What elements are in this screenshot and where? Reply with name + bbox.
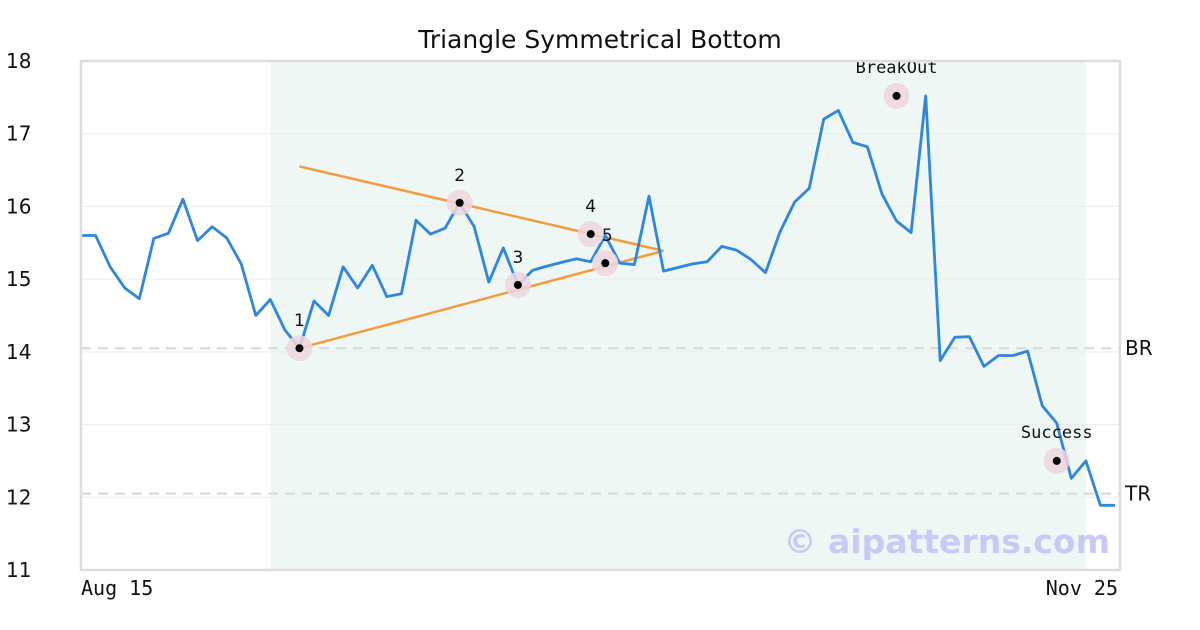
pattern-highlight-band xyxy=(270,61,1086,570)
x-tick-start: Aug 15 xyxy=(81,576,153,600)
annotation-point-label: BreakOut xyxy=(856,58,938,78)
watermark-layer: © aipatterns.com xyxy=(784,522,1110,561)
pattern-point-dot xyxy=(295,344,304,353)
y-tick-label: 15 xyxy=(6,267,31,291)
highlight-band xyxy=(270,61,1086,570)
x-tick-end: Nov 25 xyxy=(1046,576,1118,600)
plot-border xyxy=(79,59,1122,572)
y-tick-label: 12 xyxy=(6,485,31,509)
y-tick-label: 11 xyxy=(6,558,31,582)
pattern-point-dot xyxy=(455,198,464,207)
annotation-point-dot xyxy=(1052,456,1061,465)
annotation-point-label: Success xyxy=(1021,423,1093,443)
series xyxy=(81,94,1115,507)
annotation-point-dot xyxy=(892,91,901,100)
pattern-point-dot xyxy=(601,259,610,268)
pattern-point-label: 1 xyxy=(294,311,305,331)
price-line xyxy=(81,94,1115,507)
pattern-point-label: 3 xyxy=(512,248,523,268)
plot-frame xyxy=(79,59,1122,572)
level-lines: BR TR xyxy=(81,336,1153,506)
pattern-point-label: 4 xyxy=(585,197,596,217)
chart-title: Triangle Symmetrical Bottom xyxy=(417,25,782,54)
y-tick-label: 14 xyxy=(6,340,31,364)
y-tick-label: 18 xyxy=(6,49,31,73)
markers: 1 2 3 45 BreakOut Success xyxy=(286,58,1093,474)
grid xyxy=(81,133,1120,498)
pattern-point-dot xyxy=(513,280,522,289)
pattern-point-label: 2 xyxy=(454,166,465,186)
y-tick-label: 16 xyxy=(6,194,31,218)
pattern-point-dot xyxy=(586,230,595,239)
watermark: © aipatterns.com xyxy=(784,522,1110,561)
level-label: TR xyxy=(1124,482,1151,506)
level-label: BR xyxy=(1125,336,1153,360)
pattern-point-label: 5 xyxy=(602,226,613,246)
y-tick-label: 17 xyxy=(6,122,31,146)
y-tick-label: 13 xyxy=(6,413,31,437)
